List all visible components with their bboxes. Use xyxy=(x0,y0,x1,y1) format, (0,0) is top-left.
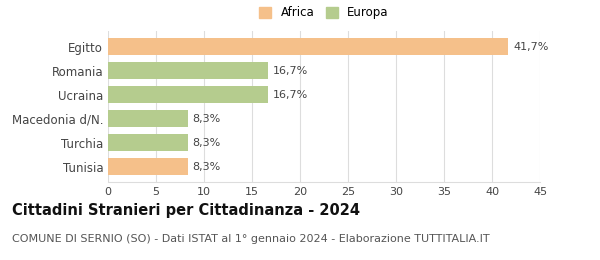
Text: 41,7%: 41,7% xyxy=(513,42,548,52)
Legend: Africa, Europa: Africa, Europa xyxy=(259,6,389,19)
Bar xyxy=(108,62,268,79)
Text: 8,3%: 8,3% xyxy=(193,161,221,172)
Bar xyxy=(108,158,188,175)
Text: 8,3%: 8,3% xyxy=(193,138,221,148)
Text: 8,3%: 8,3% xyxy=(193,114,221,124)
Bar xyxy=(108,134,188,151)
Text: 16,7%: 16,7% xyxy=(273,90,308,100)
Text: Cittadini Stranieri per Cittadinanza - 2024: Cittadini Stranieri per Cittadinanza - 2… xyxy=(12,203,360,218)
Bar xyxy=(108,110,188,127)
Text: 16,7%: 16,7% xyxy=(273,66,308,76)
Text: COMUNE DI SERNIO (SO) - Dati ISTAT al 1° gennaio 2024 - Elaborazione TUTTITALIA.: COMUNE DI SERNIO (SO) - Dati ISTAT al 1°… xyxy=(12,234,490,244)
Bar xyxy=(108,86,268,103)
Bar xyxy=(108,38,508,55)
